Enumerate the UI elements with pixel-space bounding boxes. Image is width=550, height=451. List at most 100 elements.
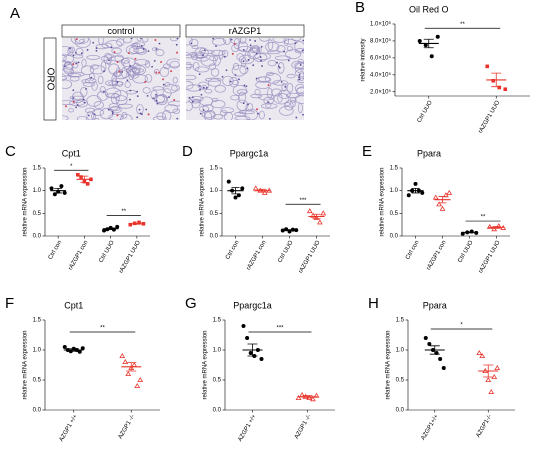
nucleus: [155, 99, 158, 102]
data-point: [261, 189, 268, 195]
tissue-cell: [192, 61, 200, 71]
tissue-cell: [267, 60, 277, 67]
nucleus: [267, 101, 270, 104]
nucleus: [95, 49, 98, 52]
tissue-cell: [239, 38, 247, 44]
tissue-cell: [210, 67, 220, 77]
nucleus: [155, 48, 158, 50]
y-tick-label: 0.0: [213, 408, 222, 414]
tissue-cell: [89, 65, 106, 75]
tissue-cell: [163, 84, 178, 94]
tissue-cell: [62, 61, 71, 66]
data-point: [76, 173, 80, 177]
tissue-cell: [290, 96, 297, 103]
nucleus: [215, 45, 217, 48]
tissue-cell: [272, 79, 289, 86]
data-point: [406, 193, 411, 198]
tissue-cell: [156, 94, 168, 106]
tissue-cell: [129, 68, 145, 73]
data-point: [476, 350, 483, 355]
error-bar: [423, 38, 434, 49]
x-tick-label: AZGP1 -/-: [118, 414, 137, 440]
tissue-cell: [284, 102, 291, 107]
tissue-cell: [62, 54, 67, 62]
nucleus: [121, 71, 124, 73]
tissue-cell: [97, 75, 104, 85]
row-label: ORO: [44, 68, 55, 91]
nucleus: [298, 78, 301, 81]
lipid: [231, 52, 234, 55]
tissue-cell: [238, 54, 255, 65]
tissue-cell: [99, 86, 106, 94]
y-axis-label: relative mRNA expression: [380, 167, 386, 236]
y-tick-label: 0.5: [390, 211, 399, 217]
tissue-cell: [271, 88, 283, 97]
nucleus: [168, 96, 170, 99]
tissue-cell: [290, 99, 296, 108]
tissue-cell: [144, 73, 153, 83]
nucleus: [110, 46, 113, 49]
tissue-cell: [110, 106, 121, 112]
tissue-cell: [191, 44, 199, 50]
nucleus: [298, 73, 301, 76]
tissue-cell: [266, 71, 275, 76]
x-tick-label: AZGP1+/+: [420, 413, 440, 441]
y-tick-label: 1.0: [33, 188, 42, 194]
x-tick-label: rAZGP1 UUO: [478, 100, 502, 135]
nucleus: [155, 93, 157, 96]
x-tick-label: AZGP1-/-: [475, 414, 493, 439]
data-point: [233, 195, 238, 200]
error-bar: [438, 196, 447, 204]
tissue-cell: [276, 45, 286, 53]
x-tick-label: rAZGP1 UUO: [478, 240, 502, 275]
nucleus: [202, 54, 204, 57]
nucleus: [247, 103, 249, 106]
data-point: [80, 346, 85, 351]
nucleus: [152, 97, 154, 100]
tissue-cell: [76, 99, 88, 108]
panel-letter: F: [5, 295, 14, 312]
nucleus: [84, 101, 86, 104]
nucleus: [75, 106, 77, 109]
tissue-cell: [261, 103, 278, 109]
tissue-cell: [231, 79, 240, 85]
tissue-cell: [111, 78, 117, 89]
significance-label: **: [481, 215, 486, 221]
x-tick-label: rAZGP1 con: [246, 240, 268, 272]
micrograph: [62, 38, 180, 120]
nucleus: [223, 55, 226, 58]
tissue-cell: [186, 54, 198, 59]
nucleus: [86, 49, 89, 51]
tissue-cell: [284, 39, 297, 45]
tissue-cell: [191, 99, 201, 109]
x-tick-label: rAZGP1 UUO: [298, 240, 322, 275]
nucleus: [268, 117, 271, 120]
data-point: [438, 357, 443, 361]
nucleus: [298, 76, 300, 79]
tissue-cell: [84, 78, 97, 84]
nucleus: [136, 90, 139, 93]
nucleus: [283, 50, 285, 53]
y-tick-label: 1.5: [390, 166, 399, 172]
lipid: [233, 42, 236, 45]
tissue-cell: [86, 111, 95, 120]
tissue-cell: [294, 68, 304, 78]
tissue-cell: [258, 93, 275, 101]
tissue-cell: [204, 88, 213, 94]
nucleus: [90, 76, 93, 79]
tissue-cell: [186, 80, 194, 90]
data-point: [306, 208, 313, 214]
nucleus: [93, 113, 96, 116]
nucleus: [221, 75, 224, 78]
panel-letter: B: [355, 0, 365, 16]
nucleus: [87, 114, 90, 117]
nucleus: [255, 77, 258, 80]
tissue-cell: [291, 38, 302, 42]
lipid: [144, 80, 147, 83]
y-tick-label: 0.0: [33, 234, 42, 240]
tissue-cell: [199, 47, 206, 55]
nucleus: [242, 60, 245, 63]
tissue-cell: [210, 99, 226, 109]
tissue-cell: [63, 61, 73, 73]
